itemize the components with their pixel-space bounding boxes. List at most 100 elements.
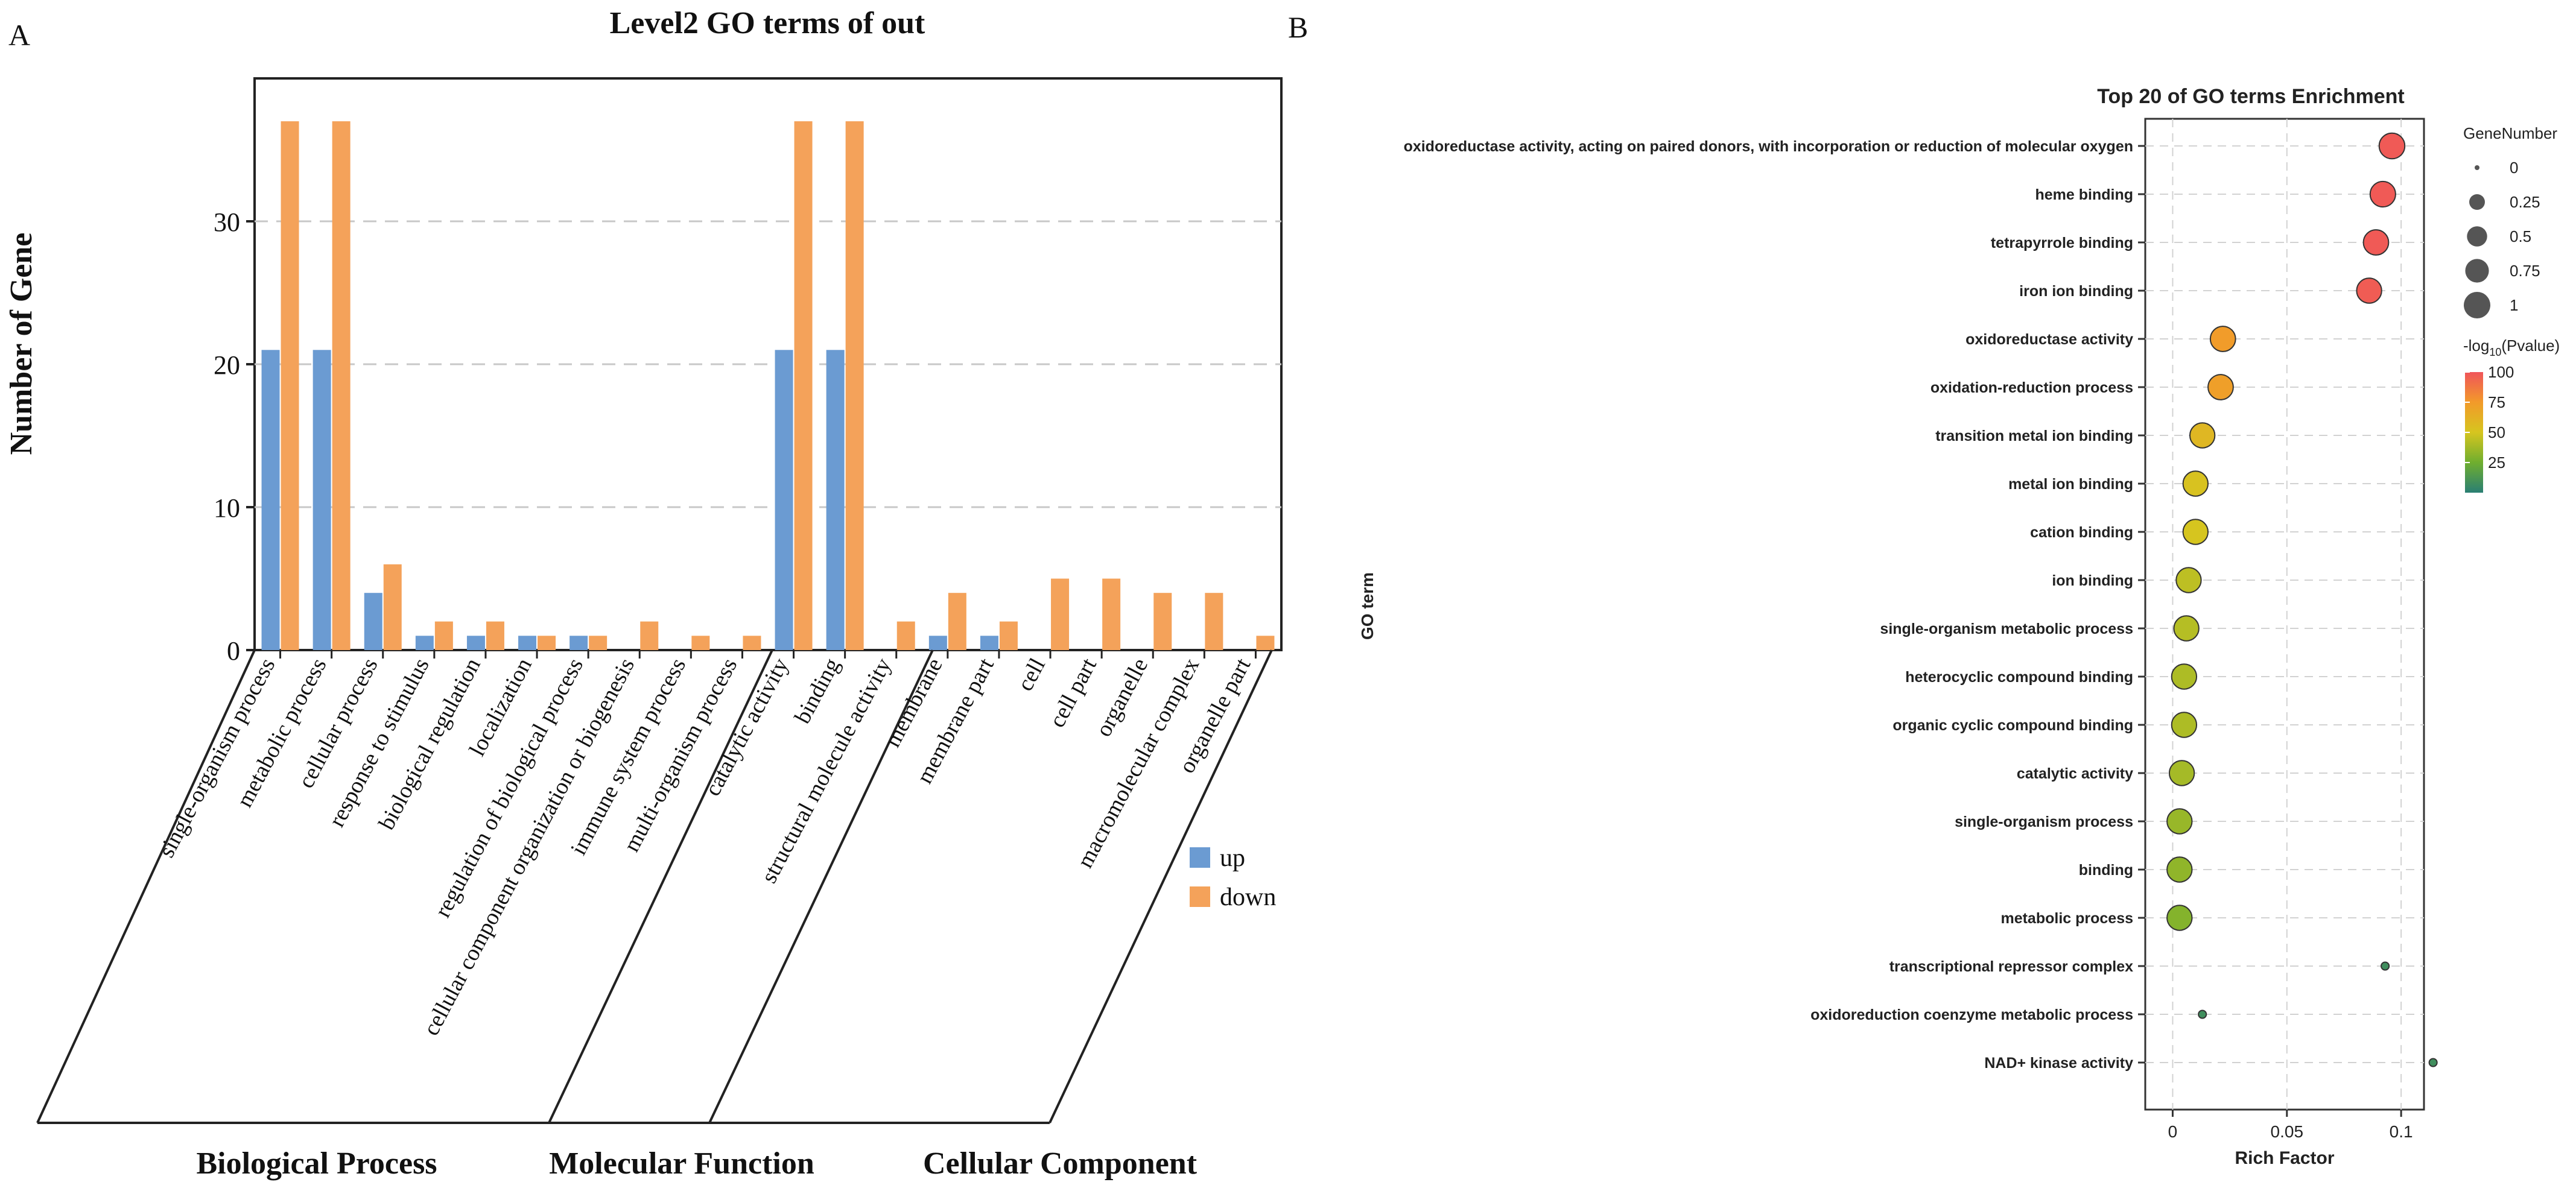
dot-gridlines (2145, 119, 2424, 1110)
size-legend-dot (2465, 259, 2489, 283)
bar-down-biological-regulation (486, 621, 504, 650)
size-legend-label: 0.5 (2510, 227, 2531, 245)
bar-down-macromolecular-complex (1205, 593, 1223, 650)
group-label-molecular-function: Molecular Function (549, 1146, 814, 1181)
dot-iron-ion-binding (2356, 277, 2382, 304)
bar-up-single-organism-process (261, 350, 280, 650)
dot-oxidoreductase-activity (2209, 326, 2236, 352)
color-legend-title-subscript: 10 (2489, 346, 2501, 358)
bar-up-membrane (928, 636, 947, 650)
term-label-binding: binding (2079, 862, 2133, 879)
size-legend-label: 1 (2510, 296, 2518, 314)
bar-down-regulation-of-biological-process (589, 636, 608, 650)
dot-single-organism-metabolic-process (2173, 615, 2200, 642)
bar-up-biological-regulation (466, 636, 485, 650)
bar-chart-y-axis-title: Number of Gene (4, 233, 39, 455)
panel-label-a: A (8, 18, 30, 52)
bar-down-organelle (1153, 593, 1172, 650)
dot-tetrapyrrole-binding (2362, 229, 2390, 256)
bar-down-cell (1051, 578, 1070, 650)
dot-single-organism-process (2166, 808, 2193, 835)
color-legend-label: 100 (2488, 363, 2514, 381)
dot-x-tick-label: 0 (2168, 1122, 2178, 1141)
size-legend-dot (2467, 226, 2487, 247)
size-legend-dot (2475, 165, 2479, 170)
category-label-region (36, 649, 1273, 1124)
dot-x-tick-label: 0.05 (2271, 1122, 2304, 1141)
color-legend-title-suffix: (Pvalue) (2501, 336, 2560, 355)
bar-legend: up down (1190, 844, 1276, 911)
bar-down-structural-molecule-activity (896, 621, 915, 650)
term-label-cation-binding: cation binding (2030, 524, 2133, 541)
panel-label-b: B (1288, 10, 1308, 44)
dot-organic-cyclic-compound-binding (2171, 712, 2198, 738)
dot-cation-binding (2182, 519, 2209, 545)
x-tick-label-cell: cell (1012, 654, 1050, 695)
dot-y-axis-labels: oxidoreductase activity, acting on paire… (1404, 138, 2145, 1072)
bar-up-response-to-stimulus (415, 636, 434, 650)
color-legend-label: 75 (2488, 393, 2505, 411)
group-label-biological-process: Biological Process (196, 1146, 437, 1181)
size-legend-label: 0 (2510, 159, 2518, 177)
dot-transcriptional-repressor-complex (2381, 961, 2390, 971)
panel-b-dot-plot: B Top 20 of GO terms Enrichment GO term … (1288, 10, 2560, 1168)
bar-up-cellular-process (364, 593, 382, 650)
size-legend-items: 0 0.25 0.5 0.75 1 (2464, 159, 2540, 318)
dot-heme-binding (2369, 180, 2396, 208)
color-legend-label: 25 (2488, 453, 2505, 472)
dot-catalytic-activity (2168, 760, 2195, 786)
bar-chart-title: Level2 GO terms of out (610, 6, 925, 40)
size-legend-label: 0.75 (2510, 262, 2540, 280)
bar-down-cellular-process (383, 564, 402, 650)
term-label-oxidoreductase-activity: oxidoreductase activity (1965, 331, 2133, 348)
bar-y-axis-ticks: 0 10 20 30 (214, 207, 255, 666)
term-label-iron-ion-binding: iron ion binding (2019, 283, 2133, 300)
legend-swatch-down (1190, 886, 1210, 907)
term-label-heterocyclic-compound-binding: heterocyclic compound binding (1905, 669, 2133, 686)
category-divider-end (1048, 649, 1273, 1123)
y-tick-label: 30 (214, 207, 240, 237)
term-label-tetrapyrrole-binding: tetrapyrrole binding (1991, 235, 2133, 251)
dot-plot-x-axis-title: Rich Factor (2235, 1148, 2334, 1168)
bar-down-single-organism-process (281, 121, 299, 651)
legend-label-up: up (1220, 844, 1245, 872)
bar-series (261, 121, 1275, 651)
bar-up-membrane-part (980, 636, 998, 650)
bar-down-membrane-part (999, 621, 1018, 650)
term-label-single-organism-metabolic-process: single-organism metabolic process (1880, 621, 2133, 637)
dot-plot-title: Top 20 of GO terms Enrichment (2097, 85, 2404, 108)
bar-down-cellular-component-organization-or-biogenesis (640, 621, 659, 650)
term-label-oxidoreduction-coenzyme-metabolic-proces: oxidoreduction coenzyme metabolic proces… (1810, 1006, 2133, 1023)
dot-plot-y-axis-title: GO term (1358, 572, 1377, 640)
group-labels: Biological Process Molecular Function Ce… (196, 1146, 1197, 1181)
term-label-catalytic-activity: catalytic activity (2017, 765, 2133, 782)
legend-swatch-up (1190, 847, 1210, 868)
term-label-oxidation-reduction-process: oxidation-reduction process (1930, 379, 2133, 396)
bar-up-metabolic-process (312, 350, 331, 650)
bar-up-binding (826, 350, 845, 650)
size-legend: GeneNumber 0 0.25 0.5 0.75 1 (2463, 124, 2557, 318)
color-legend-title: -log10(Pvalue) (2463, 336, 2560, 358)
color-legend: -log10(Pvalue) 100 75 50 25 (2463, 336, 2560, 493)
dot-oxidoreductase-activity-acting-on-paired (2378, 132, 2406, 160)
bar-down-binding (845, 121, 864, 651)
bar-down-localization (538, 636, 556, 650)
term-label-transition-metal-ion-binding: transition metal ion binding (1935, 428, 2133, 444)
term-label-single-organism-process: single-organism process (1955, 813, 2133, 830)
bar-down-catalytic-activity (794, 121, 813, 651)
legend-label-down: down (1220, 883, 1276, 911)
size-legend-dot (2464, 292, 2490, 318)
bar-down-cell-part (1102, 578, 1121, 650)
dot-oxidation-reduction-process (2207, 374, 2234, 400)
dot-metabolic-process (2166, 905, 2193, 931)
dot-points (2166, 132, 2438, 1067)
term-label-metal-ion-binding: metal ion binding (2008, 476, 2133, 493)
bar-down-organelle-part (1256, 636, 1275, 650)
term-label-oxidoreductase-activity-acting-on-paired: oxidoreductase activity, acting on paire… (1404, 138, 2133, 155)
x-tick-label-cell-part: cell part (1044, 654, 1102, 731)
bar-down-membrane (948, 593, 966, 650)
bar-down-immune-system-process (691, 636, 710, 650)
y-tick-label: 20 (214, 350, 240, 380)
bar-down-multi-organism-process (743, 636, 761, 650)
